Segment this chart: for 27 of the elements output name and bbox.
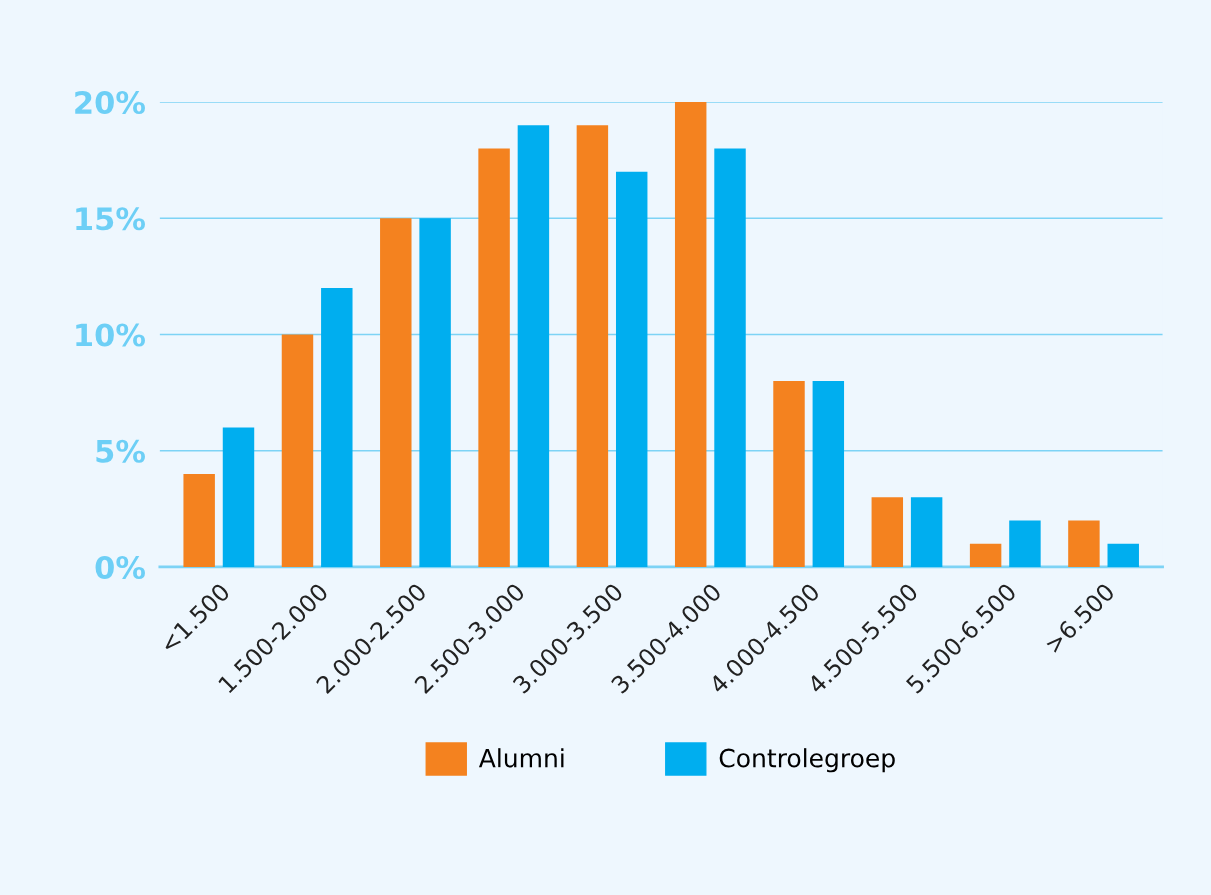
bar xyxy=(910,497,943,567)
y-tick-label: 15% xyxy=(76,207,145,231)
legend-label: Controlegroep xyxy=(719,748,895,773)
bar xyxy=(969,543,1002,567)
y-tick-label: 0% xyxy=(95,555,145,580)
bar xyxy=(773,381,805,567)
bar xyxy=(714,148,746,567)
bar xyxy=(1107,543,1139,567)
bar xyxy=(380,218,412,567)
y-tick-label: 20% xyxy=(75,90,145,115)
bar xyxy=(1068,520,1100,567)
y-tick-label: 10% xyxy=(76,323,145,347)
y-tick-label: 5% xyxy=(96,439,145,463)
bar xyxy=(517,125,550,567)
bar xyxy=(674,102,707,567)
bar xyxy=(419,218,451,567)
bar xyxy=(871,497,904,567)
bar xyxy=(222,427,255,567)
bar xyxy=(615,171,648,567)
bar xyxy=(478,148,510,567)
bar xyxy=(321,288,353,567)
legend-label: Alumni xyxy=(478,748,564,768)
bar xyxy=(1009,520,1041,567)
bar xyxy=(576,125,609,567)
bar xyxy=(281,334,314,567)
bar xyxy=(812,381,845,567)
bar xyxy=(183,473,215,567)
